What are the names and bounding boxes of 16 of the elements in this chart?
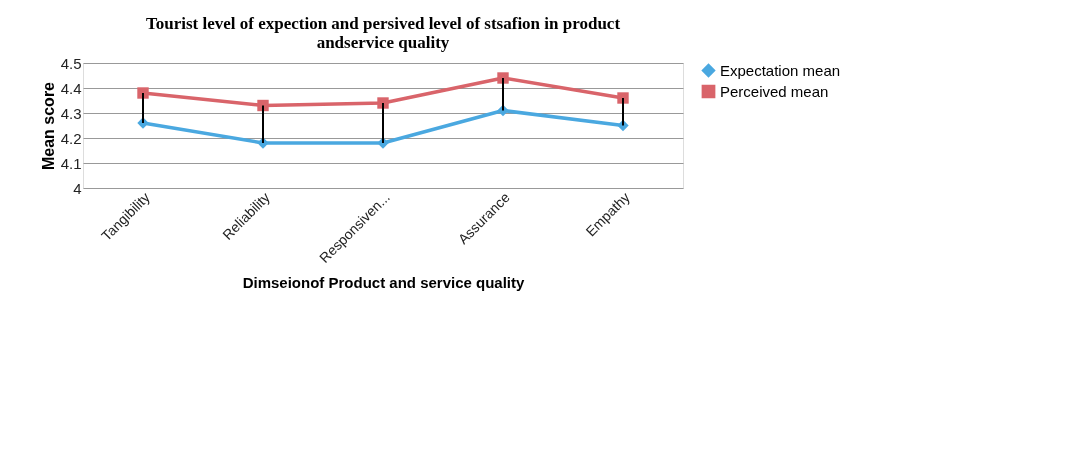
y-tick-label: 4	[73, 179, 82, 197]
y-tick-label: 4.3	[60, 104, 82, 122]
x-axis-title: Dimseionof Product and service quality	[242, 273, 526, 291]
point	[497, 72, 509, 84]
legend-label: Perceived mean	[720, 82, 829, 100]
legend-label: Expectation mean	[720, 61, 841, 79]
y-tick-label: 4.4	[60, 79, 82, 97]
point	[137, 87, 149, 99]
point	[617, 92, 629, 104]
y-tick-label: 4.2	[60, 129, 82, 147]
chart-title: Tourist level of expection and persived level of stsafion in product andservice quality	[145, 14, 621, 52]
y-tick-label: 4.1	[60, 154, 82, 172]
y-axis-title: Mean score	[39, 81, 57, 171]
point	[257, 99, 269, 112]
y-tick-label: 4.5	[60, 54, 82, 72]
point	[377, 97, 389, 109]
